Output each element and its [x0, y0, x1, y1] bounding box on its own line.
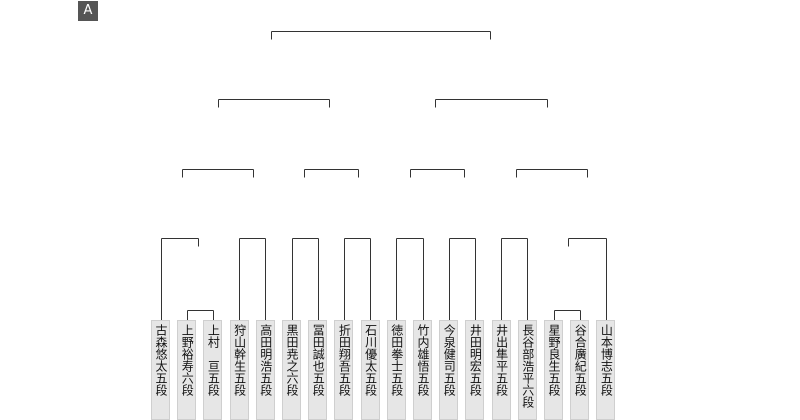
player-name: 今泉健司五段	[439, 320, 459, 420]
player-name: 高田明浩五段	[255, 320, 275, 420]
player-name: 冨田誠也五段	[308, 320, 328, 420]
player-name: 山本博志五段	[596, 320, 616, 420]
player-name: 井田明宏五段	[465, 320, 485, 420]
player-name: 狩山幹生五段	[229, 320, 249, 420]
player-name: 長谷部浩平六段	[517, 320, 537, 420]
player-name: 井出隼平五段	[491, 320, 511, 420]
player-name: 古森悠太五段	[151, 320, 170, 420]
player-name: 上村 亘五段	[203, 320, 223, 420]
player-name: 折田翔吾五段	[334, 320, 354, 420]
player-name: 石川優太五段	[360, 320, 380, 420]
player-name: 徳田拳士五段	[386, 320, 406, 420]
player-name: 星野良生五段	[544, 320, 563, 420]
player-name: 上野裕寿六段	[177, 320, 197, 420]
player-name: 竹内雄悟五段	[413, 320, 432, 420]
player-name: 黒田尭之六段	[282, 320, 301, 420]
font-button[interactable]: A	[78, 1, 98, 21]
player-name: 谷合廣紀五段	[570, 320, 590, 420]
